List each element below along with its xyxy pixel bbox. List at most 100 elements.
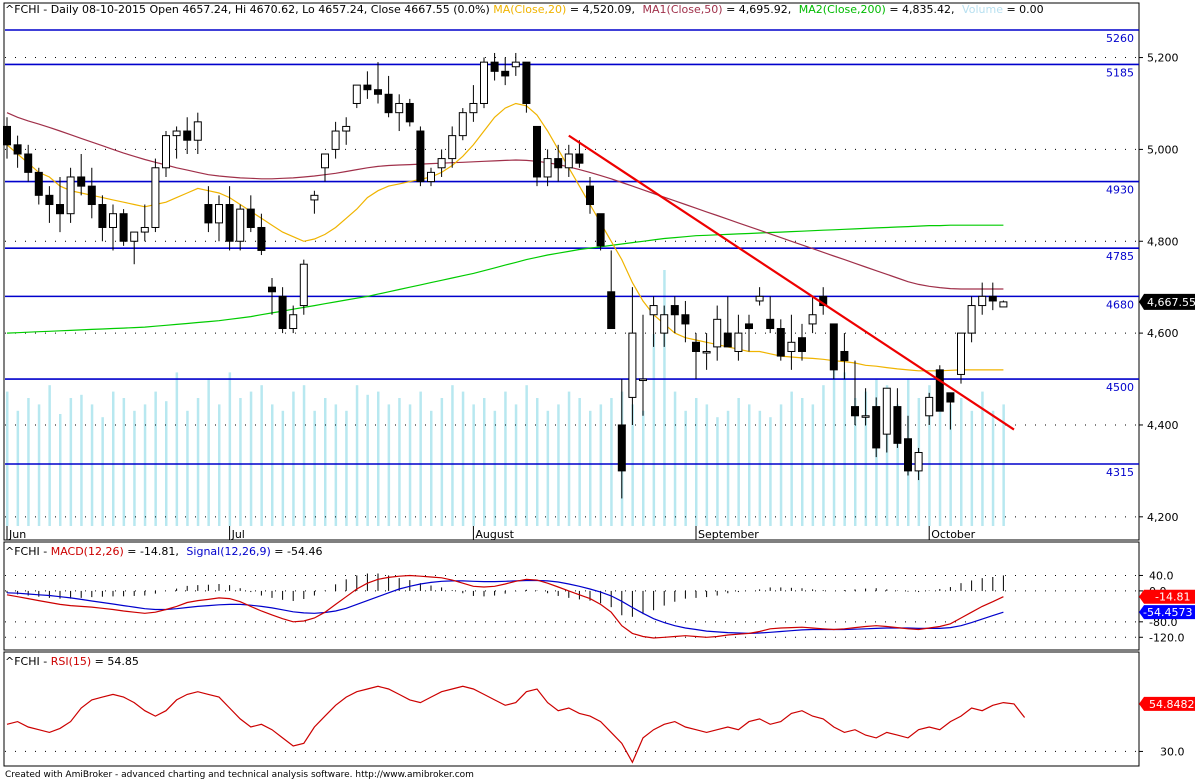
volume-bar (196, 398, 200, 526)
candle-body (45, 194, 54, 206)
rsi-panel: 30.0 54.8482 (5, 685, 1195, 764)
rsi-value: = 54.85 (95, 655, 139, 668)
volume-bar (387, 404, 391, 526)
volume-bar (461, 391, 465, 526)
volume-bar (472, 404, 475, 526)
volume-bar (705, 404, 709, 526)
candle-body (215, 204, 223, 224)
volume-bar (186, 410, 189, 526)
macd-name: MACD(12,26) (51, 545, 124, 558)
volume-bar (885, 385, 889, 526)
volume-bar (483, 398, 486, 526)
volume-bar (991, 410, 995, 526)
price-tick-label: 5,000 (1147, 143, 1179, 156)
macd-header-prefix: ^FCHI - (5, 545, 51, 558)
candle-body (978, 295, 987, 307)
candle-body (607, 291, 616, 330)
candle-body (24, 153, 33, 173)
volume-bar (302, 385, 306, 526)
candle-body (564, 153, 573, 169)
volume-bar (970, 410, 974, 526)
level-label: 4500 (1106, 381, 1134, 394)
candle-body (755, 295, 764, 302)
candle-body (119, 213, 128, 242)
level-label: 4930 (1106, 184, 1134, 197)
price-tick-label: 4,800 (1147, 235, 1179, 248)
ma50-line (6, 112, 1004, 290)
volume-bar (419, 391, 422, 526)
candle-body (554, 158, 563, 169)
volume-bar (589, 410, 592, 526)
candle-body (787, 341, 796, 352)
volume-bar (48, 385, 51, 526)
candle-body (405, 102, 414, 123)
volume-bar (345, 410, 348, 526)
volume-bar (642, 410, 645, 526)
volume-bar (843, 372, 846, 526)
volume-bar (366, 394, 369, 526)
volume-bar (239, 398, 242, 526)
candle-body (543, 158, 552, 178)
candle-body (13, 144, 22, 155)
volume-bar (313, 410, 316, 526)
candle-body (140, 226, 149, 233)
candle-body (193, 121, 202, 141)
candle-body (967, 305, 976, 334)
rsi-value-tag-label: 54.8482 (1149, 698, 1195, 711)
volume-bar (218, 404, 221, 526)
signal-value: = -54.46 (274, 545, 322, 558)
candle-body (946, 392, 955, 403)
rsi-tick-label: 30.0 (1160, 745, 1185, 758)
volume-bar (154, 391, 157, 526)
candle-body (87, 185, 96, 206)
ma200-name: MA2(Close,200) (799, 3, 886, 16)
candle-body (723, 332, 732, 348)
candle-body (363, 84, 372, 91)
candle-body (692, 341, 700, 352)
volume-bar (514, 404, 518, 526)
candle-body (533, 125, 541, 178)
volume-bar (249, 391, 253, 526)
ma50-name: MA1(Close,50) (643, 3, 723, 16)
rsi-line (6, 685, 1026, 764)
volume-bar (769, 417, 772, 526)
volume-bar (864, 391, 868, 526)
month-label: Jun (8, 528, 26, 541)
candle-body (395, 102, 404, 114)
candle-body (98, 204, 107, 228)
volume-bar (525, 385, 528, 526)
volume-bar (599, 404, 603, 526)
signal-value-tag (1139, 605, 1195, 620)
volume-bar (546, 410, 550, 526)
volume-bar (758, 410, 762, 526)
ma200-line (6, 224, 1004, 334)
candle-body (522, 61, 531, 104)
price-tick-label: 4,200 (1147, 511, 1179, 524)
volume-bar (260, 385, 263, 526)
month-label: August (475, 528, 514, 541)
ma200-value: = 4,835.42, (889, 3, 954, 16)
candle-body (511, 61, 520, 68)
macd-tick-label: -120.0 (1149, 631, 1184, 644)
candle-body (34, 171, 43, 196)
volume-bars (6, 270, 1005, 526)
price-panel-frame (3, 2, 1140, 541)
volume-bar (59, 414, 62, 526)
volume-bar (430, 410, 433, 526)
candle-body (246, 208, 255, 228)
candle-body (501, 70, 510, 77)
signal-name: Signal(12,26,9) (186, 545, 270, 558)
candle-body (469, 102, 478, 114)
candle-body (639, 378, 647, 382)
level-label: 4785 (1106, 250, 1134, 263)
volume-bar (398, 398, 401, 526)
ma20-value: = 4,520.09, (570, 3, 635, 16)
volume-bar (1002, 404, 1005, 526)
volume-bar (69, 398, 73, 526)
candle-body (596, 213, 605, 247)
signal-value-tag-label: -54.4573 (1143, 606, 1192, 619)
level-label: 4680 (1106, 298, 1134, 311)
candle-body (225, 204, 234, 242)
candle-body (437, 158, 446, 169)
volume-bar (673, 391, 677, 526)
